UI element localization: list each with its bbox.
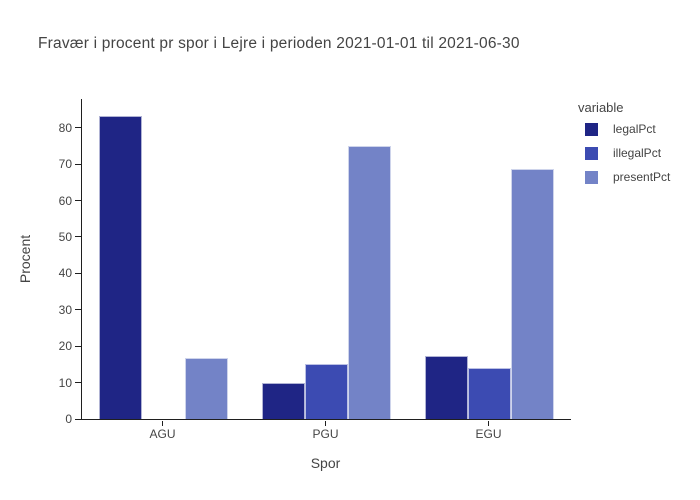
legend-label: legalPct — [613, 122, 656, 136]
bar-group-pgu — [245, 99, 408, 419]
y-tick-mark — [75, 345, 81, 347]
bar-legalPct-egu[interactable] — [425, 355, 468, 419]
y-tick-mark — [75, 236, 81, 238]
legend: variable legalPct illegalPct presentPct — [578, 100, 670, 194]
x-tick-mark — [325, 421, 326, 426]
plot-area — [81, 99, 571, 420]
legend-label: presentPct — [613, 170, 671, 184]
legend-item-presentPct[interactable]: presentPct — [578, 170, 670, 184]
bar-legalPct-agu[interactable] — [99, 116, 142, 419]
y-tick-mark — [75, 272, 81, 274]
bar-presentPct-egu[interactable] — [511, 169, 554, 419]
legend-swatch-icon — [585, 122, 598, 136]
legend-item-illegalPct[interactable]: illegalPct — [578, 146, 670, 160]
y-tick-mark — [75, 163, 81, 165]
y-tick-mark — [75, 200, 81, 202]
bar-legalPct-pgu[interactable] — [262, 382, 305, 419]
bar-group-agu — [82, 99, 245, 419]
x-tick-label-agu: AGU — [149, 427, 176, 441]
legend-label: illegalPct — [613, 146, 662, 160]
bar-presentPct-pgu[interactable] — [348, 145, 391, 419]
y-tick-label-0: 0 — [65, 412, 72, 426]
legend-item-legalPct[interactable]: legalPct — [578, 122, 670, 136]
y-tick-label-10: 10 — [58, 375, 72, 390]
legend-title: variable — [578, 100, 624, 115]
bar-illegalPct-pgu[interactable] — [305, 364, 348, 419]
legend-swatch-icon — [585, 170, 598, 184]
bar-illegalPct-egu[interactable] — [468, 368, 511, 419]
y-tick-label-70: 70 — [58, 157, 72, 172]
y-tick-label-80: 80 — [58, 120, 72, 135]
x-tick-label-egu: EGU — [475, 427, 502, 441]
y-tick-label-20: 20 — [58, 339, 72, 354]
y-tick-mark — [75, 418, 81, 420]
bar-presentPct-agu[interactable] — [185, 357, 228, 419]
x-tick-mark — [488, 421, 489, 426]
y-tick-label-50: 50 — [58, 229, 72, 244]
y-tick-label-60: 60 — [58, 193, 72, 208]
chart-title: Fravær i procent pr spor i Lejre i perio… — [38, 35, 520, 52]
y-tick-mark — [75, 309, 81, 311]
y-tick-label-30: 30 — [58, 302, 72, 317]
x-tick-mark — [162, 421, 163, 426]
legend-swatch-icon — [585, 146, 598, 160]
bar-group-egu — [408, 99, 571, 419]
x-axis-title: Spor — [310, 455, 341, 471]
y-tick-mark — [75, 127, 81, 129]
y-tick-mark — [75, 382, 81, 384]
y-tick-label-40: 40 — [58, 266, 72, 281]
x-tick-label-pgu: PGU — [312, 427, 339, 441]
